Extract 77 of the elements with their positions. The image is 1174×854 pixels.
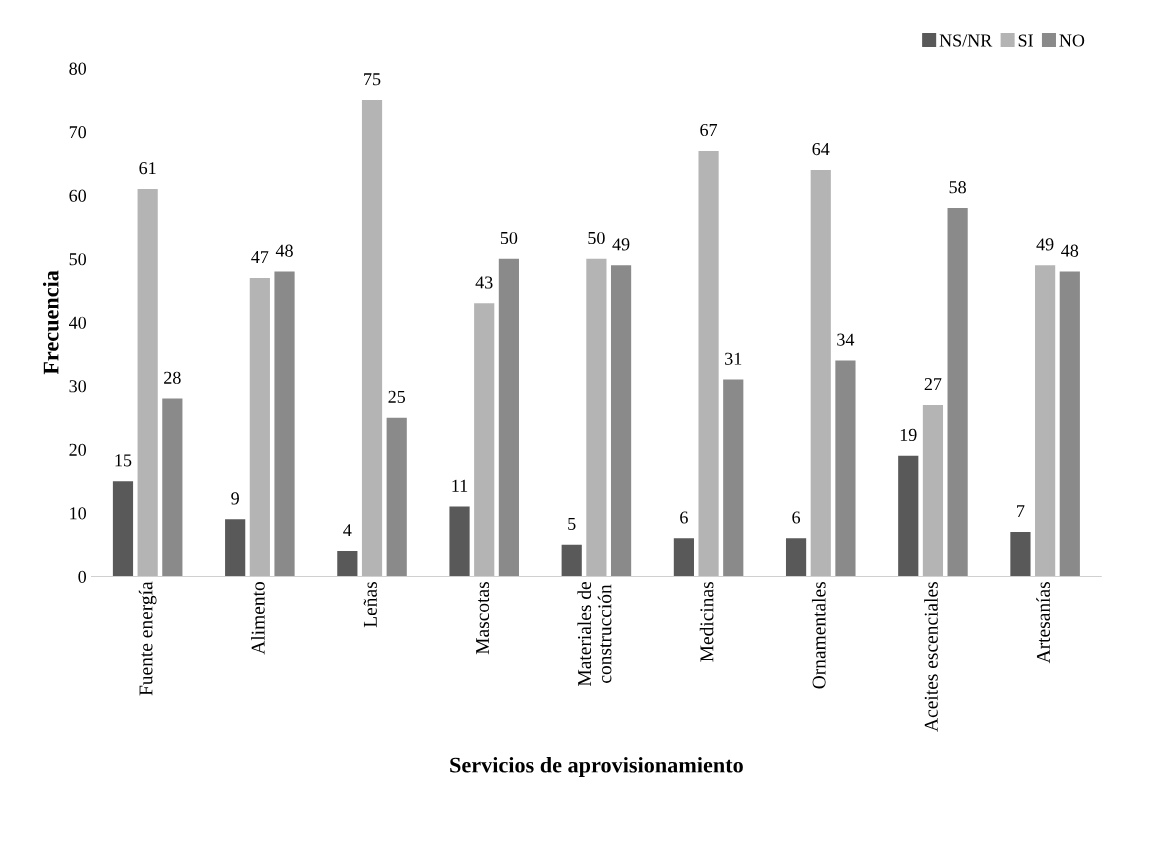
bar xyxy=(225,519,246,577)
bar xyxy=(337,551,358,577)
x-tick-label: Materiales de construcción xyxy=(577,581,612,687)
data-label: 19 xyxy=(900,428,917,441)
bar xyxy=(162,398,183,577)
y-tick-label: 70 xyxy=(69,126,87,139)
data-label: 43 xyxy=(475,276,493,289)
legend-label: NO xyxy=(1059,34,1085,47)
data-label: 6 xyxy=(680,511,688,524)
bar xyxy=(1010,531,1031,577)
data-label: 48 xyxy=(1061,244,1079,257)
bar xyxy=(1035,265,1056,577)
bar xyxy=(673,538,694,577)
y-tick-label: 80 xyxy=(69,62,87,75)
data-label: 34 xyxy=(837,333,855,346)
data-label: 75 xyxy=(364,73,381,86)
data-label: 64 xyxy=(812,143,830,156)
y-axis-title: Frecuencia xyxy=(42,270,59,375)
data-label: 61 xyxy=(139,162,156,175)
x-tick-label: Medicinas xyxy=(699,582,714,662)
bar xyxy=(610,265,632,577)
bar xyxy=(137,189,158,577)
bar xyxy=(1059,271,1080,577)
data-label: 31 xyxy=(725,352,742,365)
x-tick-label: Artesanías xyxy=(1036,582,1050,664)
x-tick-label: Aceites escenciales xyxy=(924,582,938,732)
bar xyxy=(561,544,582,577)
x-tick-label: Fuente energía xyxy=(138,581,157,696)
data-label: 50 xyxy=(500,231,518,245)
data-label: 48 xyxy=(275,244,293,257)
bar xyxy=(112,481,134,577)
bar xyxy=(386,417,407,577)
data-label: 28 xyxy=(164,371,181,384)
bar xyxy=(922,404,944,577)
bar xyxy=(898,455,919,577)
x-axis-title: Servicios de aprovisionamiento xyxy=(450,756,743,778)
data-label: 25 xyxy=(388,390,406,403)
data-label: 50 xyxy=(588,231,605,245)
x-tick-label: Alimento xyxy=(251,582,265,655)
y-tick-label: 10 xyxy=(70,507,87,520)
legend-label: SI xyxy=(1018,34,1033,47)
data-label: 15 xyxy=(115,454,132,467)
data-label: 49 xyxy=(612,238,630,251)
data-label: 4 xyxy=(343,524,352,537)
bar xyxy=(698,150,719,577)
data-label: 49 xyxy=(1036,238,1054,251)
bar xyxy=(498,258,519,577)
data-label: 6 xyxy=(792,511,801,524)
bar xyxy=(586,258,607,577)
data-label: 9 xyxy=(231,492,239,505)
bar xyxy=(947,208,968,577)
y-tick-label: 60 xyxy=(69,189,87,202)
x-tick-label: Mascotas xyxy=(476,582,490,655)
bar xyxy=(361,100,383,577)
y-tick-label: 40 xyxy=(69,316,87,329)
bar xyxy=(810,169,831,577)
y-tick-label: 30 xyxy=(69,380,87,393)
bar xyxy=(835,360,856,577)
x-tick-label: Ornamentales xyxy=(811,582,826,689)
data-label: 7 xyxy=(1017,505,1025,518)
bar xyxy=(274,271,295,577)
bar xyxy=(785,538,807,577)
bar xyxy=(723,379,744,577)
bar xyxy=(474,303,495,577)
data-label: 67 xyxy=(700,123,718,137)
y-tick-label: 50 xyxy=(69,253,87,266)
bar xyxy=(449,506,470,577)
data-label: 5 xyxy=(568,517,576,530)
x-tick-label: Leñas xyxy=(363,582,377,628)
legend-label: NS/NR xyxy=(939,34,993,47)
data-label: 27 xyxy=(924,378,942,390)
bar xyxy=(249,277,270,577)
data-label: 58 xyxy=(949,181,966,194)
data-label: 47 xyxy=(251,251,269,263)
data-label: 11 xyxy=(452,479,468,492)
y-tick-label: 20 xyxy=(69,443,87,456)
y-tick-label: 0 xyxy=(78,570,87,583)
